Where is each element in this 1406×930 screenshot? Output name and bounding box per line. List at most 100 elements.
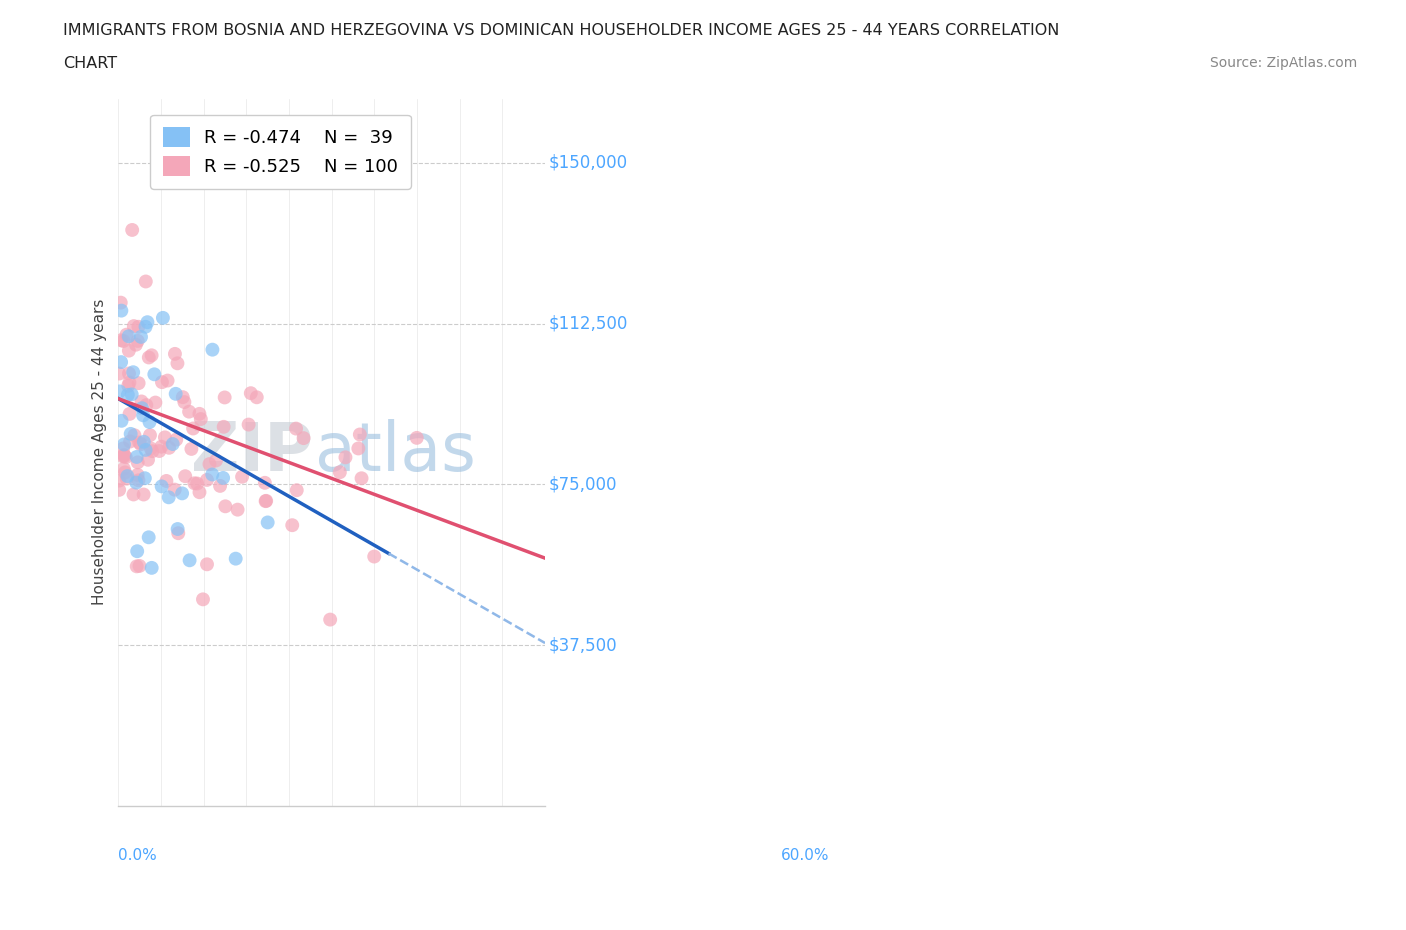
Point <box>131 394 153 409</box>
Point <box>132 434 155 449</box>
Point <box>143 366 166 381</box>
Point <box>112 437 135 452</box>
Point <box>127 468 149 483</box>
Point <box>141 561 163 576</box>
Point <box>115 472 138 486</box>
Point <box>112 447 135 462</box>
Point <box>118 375 141 390</box>
Point <box>125 338 148 352</box>
Point <box>172 486 194 501</box>
Point <box>167 525 190 540</box>
Point <box>405 431 427 445</box>
Text: $37,500: $37,500 <box>548 636 617 654</box>
Point <box>114 450 136 465</box>
Point <box>350 471 373 485</box>
Point <box>195 557 218 572</box>
Point <box>127 472 149 487</box>
Point <box>174 469 197 484</box>
Point <box>238 418 260 432</box>
Point <box>118 406 141 421</box>
Text: ZIP: ZIP <box>191 419 312 485</box>
Point <box>125 559 148 574</box>
Point <box>329 465 352 480</box>
Point <box>335 450 357 465</box>
Point <box>111 449 134 464</box>
Point <box>122 487 145 502</box>
Point <box>179 552 201 567</box>
Point <box>212 471 235 485</box>
Point <box>349 427 371 442</box>
Point <box>166 522 188 537</box>
Point <box>136 314 159 329</box>
Point <box>163 347 186 362</box>
Point <box>108 473 131 488</box>
Point <box>131 401 153 416</box>
Point <box>135 319 157 334</box>
Point <box>129 329 152 344</box>
Point <box>363 549 385 564</box>
Point <box>118 366 141 381</box>
Point <box>112 334 135 349</box>
Point <box>198 457 221 472</box>
Point <box>150 479 173 494</box>
Point <box>110 413 132 428</box>
Point <box>141 444 163 458</box>
Point <box>138 415 160 430</box>
Point <box>120 434 142 449</box>
Point <box>110 295 132 310</box>
Point <box>118 329 141 344</box>
Point <box>118 343 141 358</box>
Point <box>128 376 150 391</box>
Point <box>162 436 184 451</box>
Text: $112,500: $112,500 <box>548 314 628 333</box>
Point <box>152 311 174 325</box>
Text: 0.0%: 0.0% <box>118 848 157 863</box>
Text: IMMIGRANTS FROM BOSNIA AND HERZEGOVINA VS DOMINICAN HOUSEHOLDER INCOME AGES 25 -: IMMIGRANTS FROM BOSNIA AND HERZEGOVINA V… <box>63 23 1060 38</box>
Point <box>121 222 143 237</box>
Point <box>110 333 132 348</box>
Point <box>180 442 202 457</box>
Point <box>188 406 211 421</box>
Point <box>172 390 194 405</box>
Point <box>186 476 208 491</box>
Point <box>110 354 132 369</box>
Point <box>292 431 315 445</box>
Point <box>214 390 236 405</box>
Point <box>347 441 370 456</box>
Point <box>209 478 232 493</box>
Point <box>150 439 173 454</box>
Point <box>112 461 135 476</box>
Point <box>128 559 150 574</box>
Point <box>212 419 235 434</box>
Point <box>195 472 218 487</box>
Point <box>177 405 200 419</box>
Point <box>136 452 159 467</box>
Point <box>128 435 150 450</box>
Point <box>135 274 157 289</box>
Point <box>117 379 139 393</box>
Text: 60.0%: 60.0% <box>780 848 830 863</box>
Point <box>226 502 249 517</box>
Text: Source: ZipAtlas.com: Source: ZipAtlas.com <box>1209 56 1357 70</box>
Text: $150,000: $150,000 <box>548 154 627 172</box>
Point <box>191 591 214 606</box>
Point <box>139 441 162 456</box>
Point <box>155 473 177 488</box>
Point <box>163 482 186 497</box>
Point <box>181 421 204 436</box>
Point <box>254 494 277 509</box>
Point <box>190 412 212 427</box>
Point <box>239 386 262 401</box>
Legend: R = -0.474    N =  39, R = -0.525    N = 100: R = -0.474 N = 39, R = -0.525 N = 100 <box>150 114 411 189</box>
Point <box>135 443 157 458</box>
Point <box>117 388 139 403</box>
Point <box>138 350 160 365</box>
Point <box>127 455 149 470</box>
Point <box>231 470 253 485</box>
Point <box>139 428 162 443</box>
Point <box>285 421 308 436</box>
Point <box>188 485 211 499</box>
Point <box>127 334 149 349</box>
Point <box>138 530 160 545</box>
Point <box>225 551 247 566</box>
